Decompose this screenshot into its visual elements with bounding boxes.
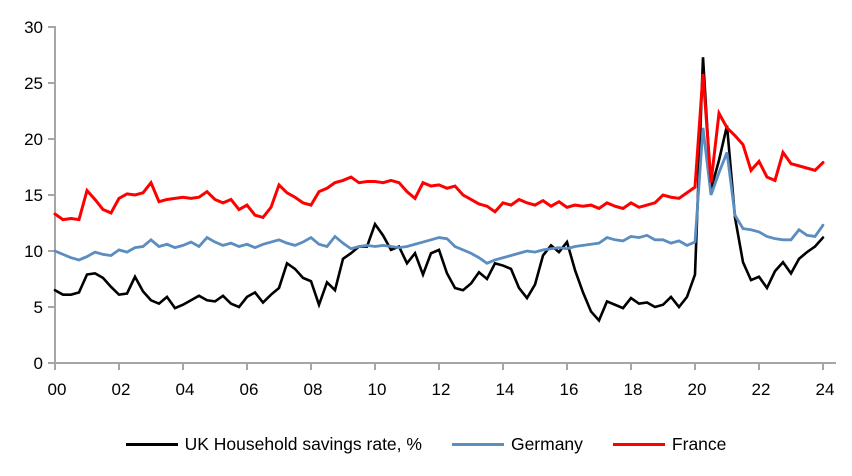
x-tick-label: 00 [48,380,67,399]
legend-swatch-uk-line [125,442,178,446]
x-tick-label: 04 [176,380,195,399]
legend-item-uk: UK Household savings rate, % [125,433,422,455]
y-tick-label: 30 [24,18,43,37]
x-tick-label: 20 [688,380,707,399]
x-tick-label: 10 [368,380,387,399]
x-tick-label: 22 [752,380,771,399]
y-tick-label: 20 [24,130,43,149]
chart-legend: UK Household savings rate, % Germany Fra… [0,431,852,457]
x-tick-label: 18 [624,380,643,399]
legend-swatch-france-line [612,442,665,446]
plot-area: 0 5 10 15 20 25 30 00 02 04 06 08 10 12 14 16 18 20 22 24 [24,18,836,399]
y-tick-label: 25 [24,74,43,93]
series-line-uk [53,57,825,323]
series-line-germany [53,127,825,265]
x-tick-label: 16 [560,380,579,399]
x-tick-label: 08 [304,380,323,399]
x-tick-label: 12 [432,380,451,399]
x-tick-label: 14 [496,380,515,399]
legend-swatch-germany-line [451,442,504,446]
y-tick-label: 5 [34,298,43,317]
y-tick-label: 15 [24,186,43,205]
series-line-france [53,73,825,222]
legend-item-france: France [612,433,727,455]
y-tick-label: 10 [24,242,43,261]
legend-label-uk: UK Household savings rate, % [184,433,422,454]
legend-label-france: France [671,433,727,454]
legend-label-germany: Germany [510,433,583,454]
x-tick-label: 02 [112,380,131,399]
legend-item-germany: Germany [451,433,583,455]
x-tick-label: 24 [816,380,835,399]
x-tick-label: 06 [240,380,259,399]
y-tick-label: 0 [34,354,43,373]
